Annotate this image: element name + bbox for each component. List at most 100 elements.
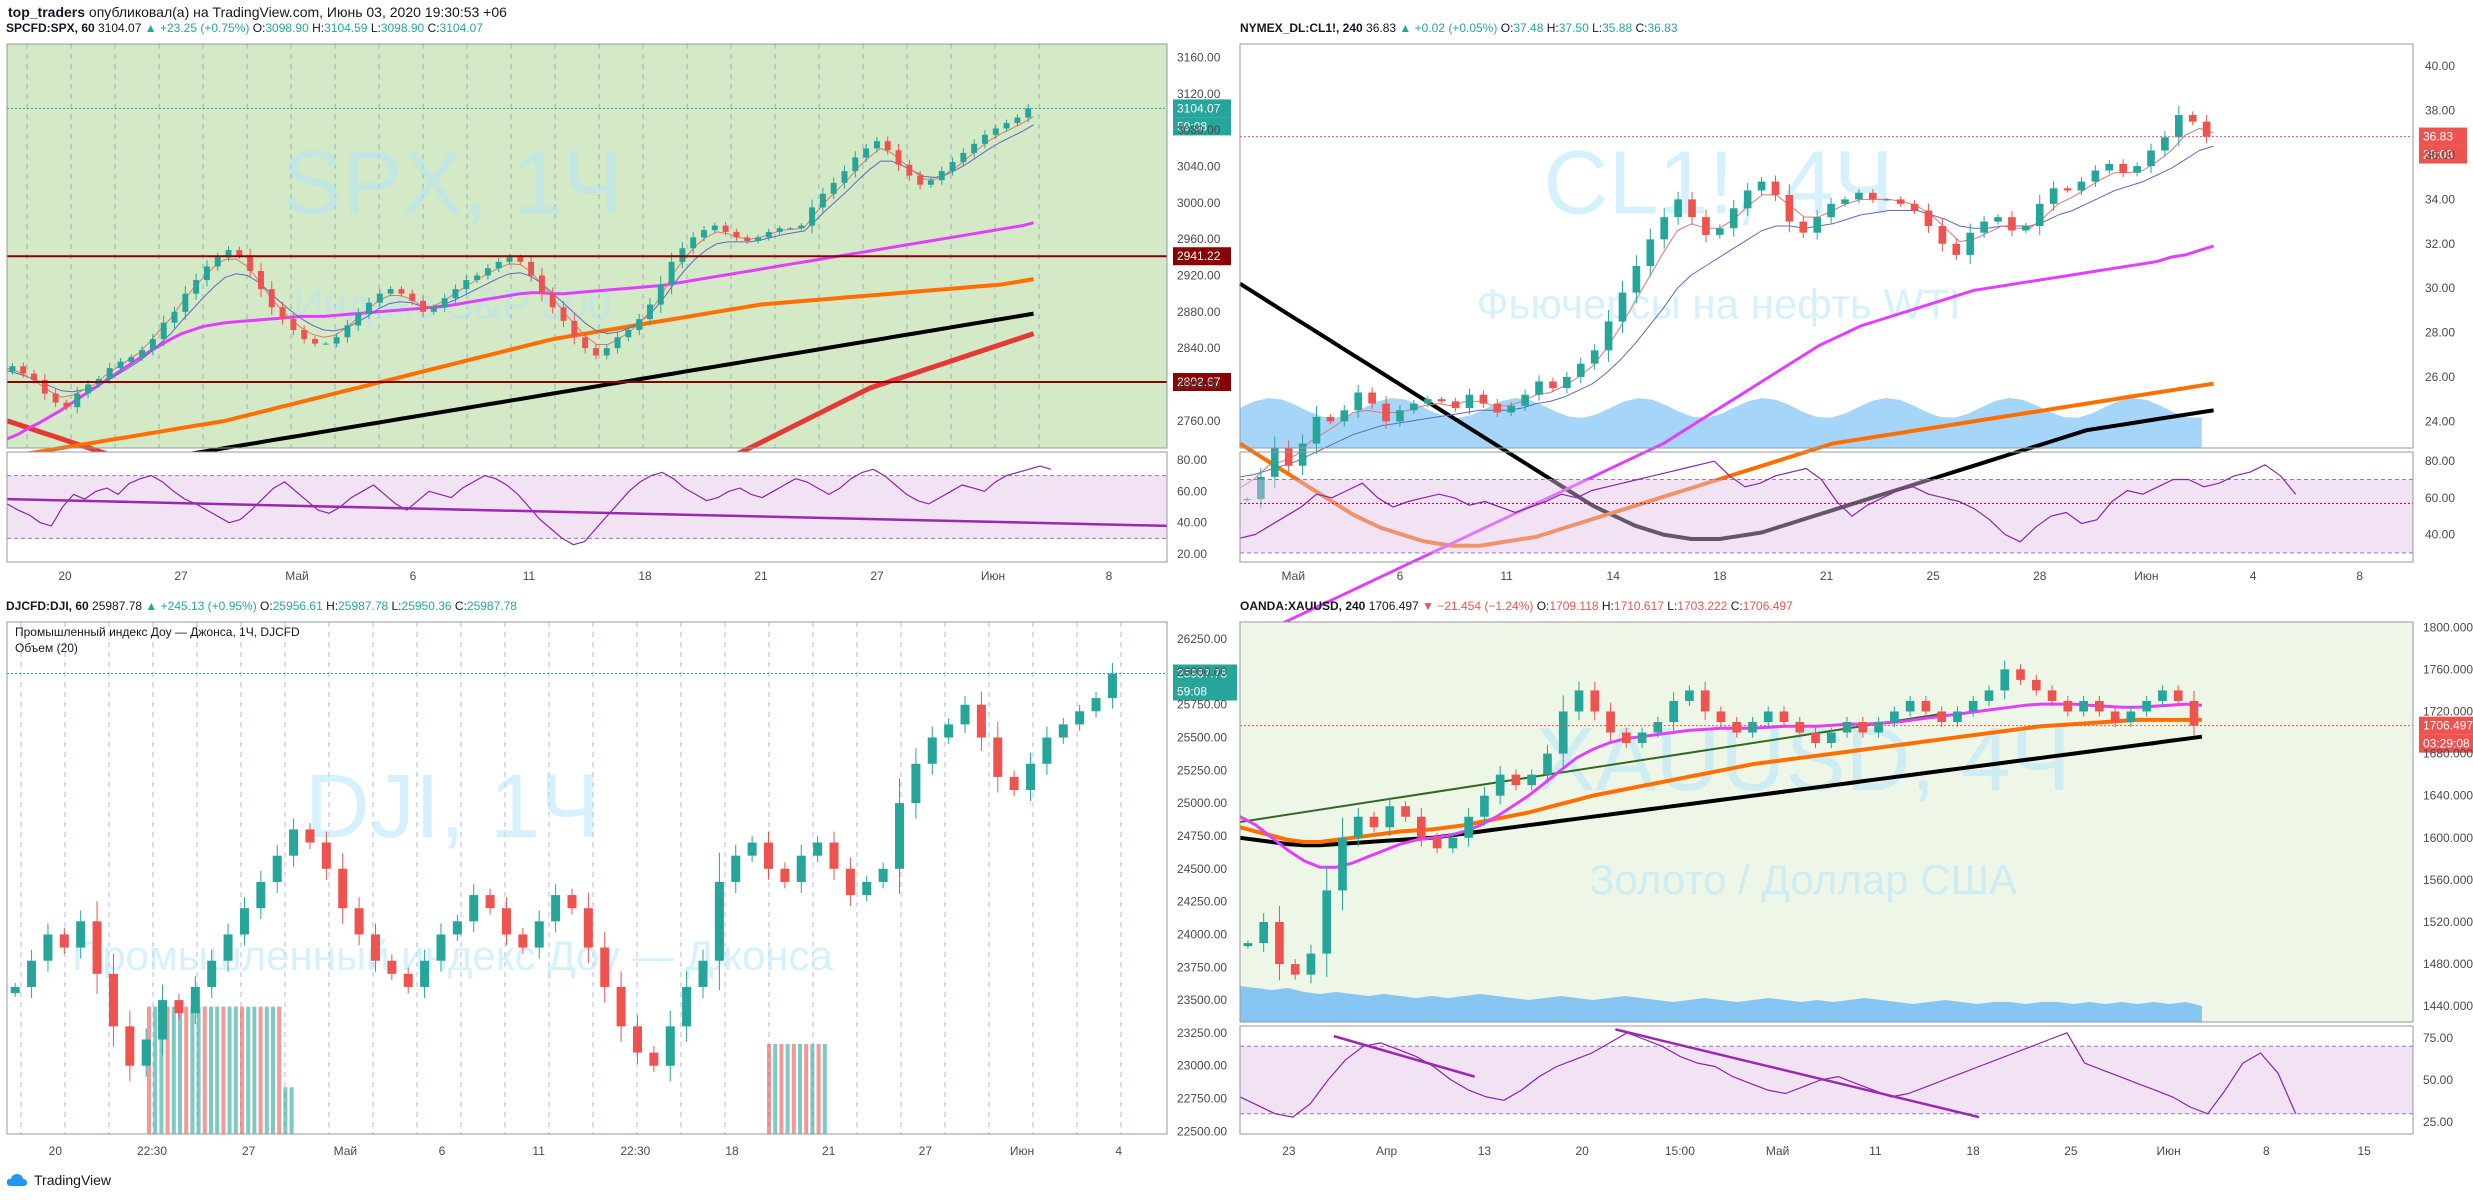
dji-panel: DJCFD:DJI, 60 25987.78 ▲ +245.13 (+0.95%… [6,599,1237,1158]
cl-candle [2022,226,2030,231]
volume-bar [215,1006,220,1134]
volume-bar [767,1044,771,1134]
symbol: NYMEX_DL:CL1!, 240 [1240,21,1366,35]
low-value: 25950.36 [402,599,455,613]
spx-candle [819,193,826,208]
cl-candle [1284,448,1293,466]
x-tick-label: Июн [981,569,1005,583]
rsi-line [1239,1032,2297,1118]
change-value: ▲ +23.25 (+0.75%) [145,21,253,35]
low-value: 35.88 [1602,21,1635,35]
spx-candle [528,261,535,276]
dji-candle [632,1026,642,1053]
spx-candle [506,257,513,262]
xau-candle [1669,700,1678,722]
cl-candle [1882,199,1891,201]
spx-candle [938,171,945,181]
cl-candle [1674,199,1682,218]
spx-candle [755,237,762,242]
cl-candle [1563,376,1571,389]
ma-orange [6,277,1034,460]
last-value: 36.83 [1366,21,1399,35]
xau-candle [2158,690,2167,701]
dji-candle [420,960,430,987]
dji-candle [174,1000,184,1014]
spx-candle [852,157,859,172]
dji-candle [207,960,217,987]
spx-candle [203,266,210,281]
spx-candle [474,275,481,281]
spx-candle [733,231,740,238]
last-value: 1706.497 [1369,599,1422,613]
watermark-title: SPX, 1Ч [282,134,622,234]
dji-candle [76,921,86,948]
cl-candle [1437,399,1446,402]
trendline [1239,712,1944,823]
spx-candle [560,307,567,321]
dji-candle [289,829,299,856]
dji-candle [993,737,1003,777]
price-tag-bg [1173,99,1231,118]
cl-bg [1240,44,2413,448]
tradingview-footer[interactable]: TradingView [6,1172,111,1188]
dji-candle [862,881,872,896]
spx-candle [171,311,178,323]
volume-bar [184,1006,189,1134]
xau-candle [1574,690,1584,712]
dji-candle [583,908,593,948]
volume-bar [190,1006,195,1134]
spx-candle [452,289,459,299]
ma-slow [6,124,1034,393]
spx-candle [214,257,221,267]
spx-candle [41,379,48,394]
close-label: C: [1731,599,1743,613]
y-tick-label: 3120.00 [1177,87,1221,101]
spx-candle [74,393,81,408]
spx-candle [495,261,502,269]
ohlc-legend: SPCFD:SPX, 60 3104.07 ▲ +23.25 (+0.75%) … [6,21,483,35]
rsi-line [1239,460,2297,543]
volume-bar [165,1006,170,1134]
dji-candle [485,895,495,909]
y-tick-label: 2760.00 [1177,414,1221,428]
ohlc-legend: NYMEX_DL:CL1!, 240 36.83 ▲ +0.02 (+0.05%… [1240,21,1678,35]
dji-candle [927,737,937,764]
dji-candle [436,934,446,961]
level-tag: 2802.67 [1177,375,1221,389]
publisher-name[interactable]: top_traders [8,4,86,20]
y-tick-label: 1800.000 [2423,620,2473,634]
dji-candle [469,895,479,922]
xau-candle [1937,711,1947,722]
dji-candle [976,704,986,738]
y-tick-label: 2960.00 [1177,232,1221,246]
cl-candle [1966,232,1975,255]
spx-candle [484,268,491,276]
x-tick-label: 11 [1869,1144,1882,1158]
x-tick-label: 4 [1115,1144,1122,1158]
x-tick-label: 21 [822,1144,836,1158]
rsi-frame [1239,1025,2414,1135]
timer-tag-bg [2419,145,2467,164]
y-tick-label: 34.00 [2425,192,2455,206]
spx-candle [971,143,978,153]
spx-candle [160,322,167,340]
y-tick-label: 24750.00 [1177,829,1227,843]
y-tick-label: 1760.000 [2423,662,2473,676]
cl-candle [1660,217,1669,240]
dji-candle [1107,673,1117,699]
dji-candle [387,960,397,974]
cl-candle [1855,192,1863,200]
spx-candle [538,275,545,294]
spx-candle [117,361,124,369]
xau-candle [1953,711,1962,722]
xau-candle [1259,922,1268,944]
y-tick-label: 23750.00 [1177,960,1227,974]
xau-panel: OANDA:XAUUSD, 240 1706.497 ▼ −21.454 (−1… [1239,599,2473,1158]
x-tick-label: 20 [58,569,72,583]
dji-candle [1091,698,1101,712]
x-tick-label: 4 [2250,569,2257,583]
spx-candle [582,337,589,349]
x-tick-label: Май [1282,569,1306,583]
spx-candle [106,368,113,380]
